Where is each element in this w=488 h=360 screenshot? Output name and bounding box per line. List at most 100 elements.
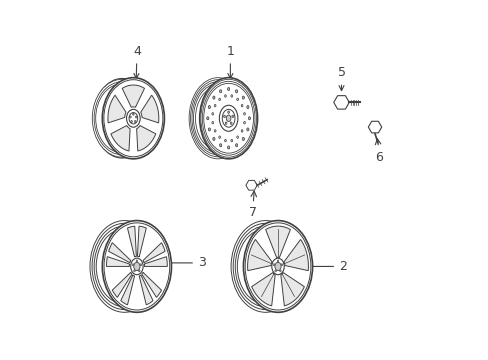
Ellipse shape [211, 121, 213, 124]
Ellipse shape [132, 264, 133, 266]
Ellipse shape [274, 270, 276, 272]
Ellipse shape [242, 96, 244, 99]
Ellipse shape [231, 115, 233, 118]
Polygon shape [142, 273, 161, 297]
Text: 7: 7 [249, 207, 257, 220]
Ellipse shape [189, 78, 246, 159]
Ellipse shape [241, 104, 243, 107]
Ellipse shape [190, 80, 245, 157]
Ellipse shape [130, 258, 143, 275]
Ellipse shape [140, 264, 142, 266]
Ellipse shape [138, 270, 140, 272]
Ellipse shape [227, 87, 229, 91]
Ellipse shape [274, 262, 281, 271]
Text: 3: 3 [160, 256, 205, 269]
Ellipse shape [94, 226, 155, 307]
Ellipse shape [243, 121, 245, 124]
Ellipse shape [243, 221, 312, 312]
Polygon shape [280, 273, 304, 306]
Polygon shape [144, 257, 167, 266]
Ellipse shape [129, 116, 131, 118]
Polygon shape [284, 239, 308, 271]
Ellipse shape [235, 144, 237, 147]
Ellipse shape [206, 117, 208, 120]
Ellipse shape [195, 87, 240, 150]
Ellipse shape [219, 144, 221, 147]
Ellipse shape [218, 98, 220, 100]
Polygon shape [108, 95, 126, 123]
Ellipse shape [279, 270, 281, 272]
Polygon shape [111, 126, 130, 151]
Ellipse shape [236, 98, 238, 100]
Ellipse shape [219, 90, 221, 93]
Ellipse shape [130, 121, 132, 122]
Ellipse shape [199, 78, 257, 159]
Ellipse shape [231, 221, 300, 312]
Text: 2: 2 [302, 260, 346, 273]
Polygon shape [247, 239, 271, 271]
Ellipse shape [203, 84, 253, 153]
Polygon shape [122, 85, 144, 107]
Ellipse shape [133, 270, 135, 272]
Ellipse shape [212, 96, 215, 99]
Ellipse shape [96, 229, 153, 304]
Ellipse shape [202, 81, 254, 155]
Ellipse shape [126, 109, 140, 127]
Ellipse shape [193, 84, 242, 153]
Ellipse shape [244, 223, 310, 310]
Text: 1: 1 [226, 45, 234, 78]
Ellipse shape [246, 105, 248, 109]
Polygon shape [112, 273, 132, 297]
Polygon shape [265, 226, 290, 257]
Ellipse shape [243, 113, 245, 115]
Ellipse shape [226, 115, 230, 122]
Polygon shape [106, 257, 129, 266]
Ellipse shape [230, 139, 232, 142]
Ellipse shape [236, 136, 238, 138]
Ellipse shape [102, 78, 164, 159]
Polygon shape [367, 121, 381, 133]
Ellipse shape [281, 264, 282, 266]
Ellipse shape [224, 95, 226, 97]
Ellipse shape [103, 80, 163, 157]
Ellipse shape [212, 138, 215, 140]
Ellipse shape [102, 221, 171, 312]
Ellipse shape [214, 130, 216, 132]
Ellipse shape [248, 117, 250, 120]
Ellipse shape [218, 136, 220, 138]
Ellipse shape [96, 84, 148, 153]
Text: 6: 6 [375, 151, 383, 164]
Ellipse shape [241, 130, 243, 132]
Ellipse shape [90, 221, 159, 312]
Polygon shape [333, 96, 348, 109]
Ellipse shape [93, 78, 150, 158]
Ellipse shape [129, 113, 138, 124]
Polygon shape [108, 243, 130, 263]
Polygon shape [137, 226, 146, 257]
Text: 5: 5 [337, 67, 345, 91]
Ellipse shape [104, 223, 169, 310]
Polygon shape [245, 180, 257, 190]
Ellipse shape [227, 111, 229, 113]
Ellipse shape [219, 105, 237, 131]
Polygon shape [141, 95, 159, 123]
Ellipse shape [273, 264, 274, 266]
Ellipse shape [192, 82, 244, 155]
Polygon shape [143, 243, 165, 263]
Ellipse shape [132, 113, 134, 115]
Ellipse shape [211, 113, 213, 115]
Polygon shape [121, 275, 134, 305]
Ellipse shape [92, 223, 157, 310]
Ellipse shape [235, 226, 296, 307]
Ellipse shape [94, 82, 150, 155]
Text: 4: 4 [133, 45, 141, 78]
Ellipse shape [224, 139, 226, 142]
Ellipse shape [242, 138, 244, 140]
Ellipse shape [235, 90, 237, 93]
Ellipse shape [135, 116, 137, 118]
Ellipse shape [201, 79, 256, 157]
Ellipse shape [134, 121, 136, 122]
Ellipse shape [214, 104, 216, 107]
Ellipse shape [233, 223, 298, 310]
Polygon shape [139, 275, 153, 305]
